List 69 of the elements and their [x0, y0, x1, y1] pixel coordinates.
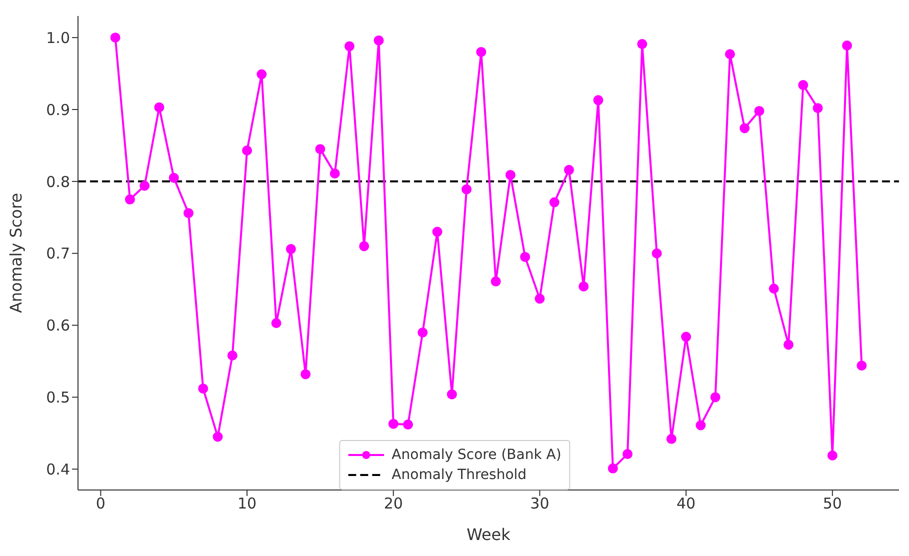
point [652, 248, 662, 258]
point [798, 80, 808, 90]
point [256, 69, 267, 80]
point [212, 432, 223, 442]
point [300, 369, 311, 380]
point [666, 434, 676, 444]
point [110, 32, 120, 43]
point [842, 40, 852, 50]
point [564, 164, 574, 175]
point [490, 276, 501, 286]
point [446, 389, 457, 400]
legend-label: Anomaly Threshold [392, 466, 527, 485]
point [784, 340, 794, 350]
x-tick-label: 50 [822, 494, 842, 513]
legend-label: Anomaly Score (Bank A) [392, 446, 562, 465]
point [505, 170, 516, 180]
point [608, 463, 618, 474]
point [403, 420, 414, 430]
point [183, 208, 194, 218]
point [622, 449, 633, 460]
point [271, 318, 282, 328]
point [696, 420, 706, 430]
point [154, 102, 164, 112]
point [768, 284, 779, 294]
point [462, 184, 472, 194]
point [754, 106, 764, 116]
point [520, 252, 530, 262]
point [227, 350, 238, 360]
y-tick-label: 1.0 [46, 28, 70, 47]
point [168, 172, 179, 183]
point [812, 103, 823, 114]
point [198, 384, 208, 394]
point [286, 244, 296, 254]
point [124, 194, 135, 204]
y-tick-label: 0.9 [46, 100, 70, 119]
point [856, 360, 867, 371]
point [388, 418, 398, 429]
point [432, 226, 442, 237]
point [827, 450, 838, 460]
point [724, 49, 735, 60]
point [330, 168, 340, 179]
x-tick-label: 10 [237, 494, 257, 513]
point [637, 39, 648, 50]
y-axis-title: Anomaly Score [6, 192, 26, 314]
y-tick-label: 0.8 [46, 172, 70, 191]
point [344, 41, 354, 52]
point [593, 95, 604, 106]
point [315, 144, 326, 154]
point [710, 392, 720, 402]
y-tick-label: 0.7 [46, 244, 70, 263]
point [681, 332, 692, 342]
y-tick-label: 0.5 [46, 388, 70, 407]
point [242, 146, 252, 156]
point [534, 294, 545, 304]
point [374, 35, 384, 46]
point [578, 281, 589, 292]
point [140, 180, 150, 191]
point [549, 197, 560, 208]
point [359, 241, 370, 252]
x-axis-title: Week [466, 525, 512, 544]
x-tick-label: 30 [530, 494, 550, 513]
y-tick-label: 0.4 [46, 460, 70, 478]
point [418, 327, 428, 338]
point [740, 123, 750, 134]
point [476, 46, 486, 57]
x-tick-label: 0 [96, 494, 106, 513]
y-tick-label: 0.6 [46, 316, 70, 335]
x-tick-label: 20 [384, 494, 403, 513]
x-tick-label: 40 [676, 494, 696, 513]
